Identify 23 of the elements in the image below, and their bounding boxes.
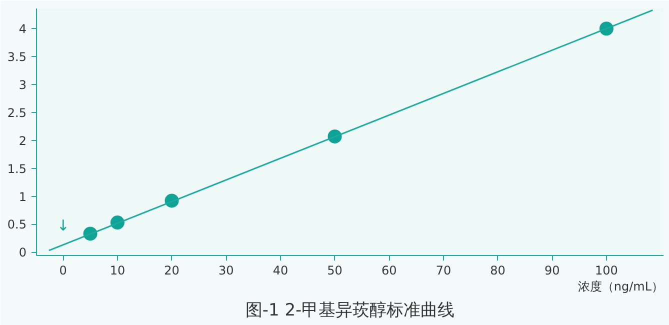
text: 图-1 2-甲基异莰醇标准曲线 [245, 300, 455, 320]
x-tick-label: 80 [490, 264, 506, 278]
x-axis-title: 浓度（ng/mL） [578, 280, 664, 294]
y-tick-label: 0.5 [7, 218, 27, 232]
y-tick-label: 1.5 [7, 162, 27, 176]
x-tick-label: 40 [272, 264, 288, 278]
y-tick-label: 4 [18, 22, 27, 36]
x-tick-label: 90 [544, 264, 560, 278]
y-tick-label: 0 [18, 246, 27, 260]
x-tick-label: 30 [218, 264, 234, 278]
y-tick-label: 1 [18, 190, 27, 204]
annotation: ↓ [56, 216, 70, 234]
x-tick-label: 100 [595, 264, 618, 278]
x-tick-label: 0 [59, 264, 67, 278]
x-tick-label: 50 [327, 264, 342, 278]
x-tick-label: 70 [436, 264, 452, 278]
x-tick-label: 60 [381, 264, 397, 278]
x-tick-label: 10 [110, 264, 126, 278]
y-tick-label: 2 [18, 134, 27, 148]
y-tick-label: 2.5 [7, 106, 27, 120]
x-tick-label: 20 [164, 264, 180, 278]
y-tick-label: 3.5 [7, 50, 27, 64]
y-tick-label: 3 [18, 78, 27, 92]
